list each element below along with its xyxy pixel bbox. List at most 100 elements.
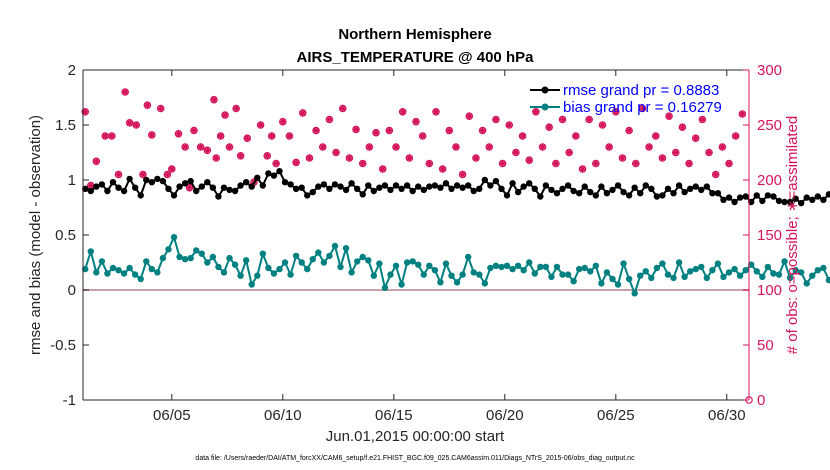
obs-assimilated-point [226, 143, 233, 151]
rmse-point [664, 185, 672, 192]
bias-point [570, 278, 577, 285]
rmse-point [703, 183, 711, 190]
bias-point [353, 258, 361, 265]
bias-point [731, 265, 738, 273]
obs-assimilated-point [585, 116, 593, 123]
rmse-point [365, 182, 372, 189]
obs-assimilated-point [545, 123, 553, 131]
rmse-point [559, 185, 566, 192]
bias-point [614, 281, 622, 288]
obs-assimilated-point [232, 105, 240, 112]
obs-assimilated-point [525, 156, 533, 164]
rmse-point [797, 199, 805, 207]
rmse-point [187, 177, 194, 185]
bias-point [82, 265, 89, 273]
rmse-point [670, 190, 677, 197]
y-right-tick-label: 250 [757, 117, 782, 134]
bias-point [786, 274, 794, 282]
y-axis-right-label: # of obs: o=possible; ∗=assimilated [784, 116, 801, 355]
bias-point [337, 263, 344, 271]
bias-point [620, 260, 627, 267]
obs-assimilated-point [619, 154, 626, 162]
rmse-point [520, 183, 527, 190]
bias-point [748, 261, 755, 268]
rmse-point [93, 183, 100, 190]
bias-point [625, 275, 633, 283]
obs-assimilated-point [665, 112, 673, 120]
obs-assimilated-point [505, 121, 513, 129]
obs-assimilated-point [472, 154, 480, 162]
obs-assimilated-point [87, 182, 95, 189]
rmse-point [342, 186, 350, 194]
bias-point [759, 273, 766, 280]
bias-point [720, 273, 727, 280]
bias-point [553, 263, 561, 271]
rmse-point [809, 196, 816, 203]
obs-assimilated-point [592, 160, 600, 167]
bias-point [664, 271, 672, 278]
obs-assimilated-point [292, 159, 300, 166]
rmse-point [315, 183, 322, 190]
obs-count-layer [81, 88, 747, 192]
obs-assimilated-point [143, 101, 151, 109]
obs-assimilated-point [326, 116, 333, 123]
obs-assimilated-point [499, 160, 506, 167]
legend: rmse grand pr = 0.8883 bias grand pr = 0… [530, 82, 722, 116]
rmse-point [198, 183, 205, 190]
rmse-point [553, 190, 561, 197]
rmse-point [126, 175, 133, 183]
y-left-tick-label: -1 [63, 392, 76, 409]
rmse-point [742, 193, 749, 200]
bias-point [692, 265, 699, 273]
obs-assimilated-point [539, 143, 546, 151]
bias-point [653, 264, 661, 272]
bias-point [587, 268, 594, 275]
bias-point [487, 264, 494, 272]
rmse-point [531, 185, 538, 192]
x-tick-label: 06/30 [708, 407, 746, 424]
bias-point [803, 280, 810, 287]
rmse-point [104, 187, 111, 195]
bias-point [126, 264, 133, 272]
obs-assimilated-point [203, 146, 211, 154]
obs-assimilated-point [268, 132, 276, 140]
bias-point [409, 258, 416, 265]
obs-assimilated-point [272, 160, 280, 167]
rmse-point [226, 186, 233, 194]
obs-assimilated-point [168, 165, 176, 173]
obs-assimilated-point [459, 171, 467, 178]
obs-assimilated-point [186, 184, 193, 192]
bias-point [792, 267, 799, 274]
x-tick-label: 06/05 [153, 407, 191, 424]
rmse-point [614, 182, 622, 189]
legend-rmse-label: rmse grand pr = 0.8883 [563, 82, 719, 99]
rmse-point [254, 174, 261, 181]
rmse-point [120, 187, 128, 195]
bias-point [825, 276, 830, 284]
rmse-point [459, 184, 466, 191]
rmse-point [176, 183, 183, 190]
rmse-point [692, 183, 699, 190]
bias-point [742, 267, 749, 274]
bias-point [154, 269, 161, 276]
obs-assimilated-point [217, 132, 225, 140]
rmse-point [215, 193, 222, 200]
rmse-point [803, 194, 810, 201]
rmse-point [537, 193, 544, 200]
bias-point [304, 265, 311, 273]
bias-point [204, 259, 211, 266]
rmse-point [165, 185, 172, 192]
obs-assimilated-point [738, 110, 746, 118]
obs-assimilated-point [565, 149, 573, 156]
y-left-tick-label: 0.5 [55, 227, 76, 244]
obs-assimilated-point [312, 127, 320, 134]
rmse-point [792, 195, 799, 202]
obs-assimilated-point [532, 108, 540, 116]
rmse-point [248, 183, 255, 190]
obs-assimilated-point [659, 154, 666, 162]
obs-assimilated-point [243, 134, 251, 142]
rmse-point [770, 193, 777, 200]
rmse-point [598, 183, 605, 190]
bias-point [714, 260, 722, 267]
obs-assimilated-point [115, 171, 122, 178]
